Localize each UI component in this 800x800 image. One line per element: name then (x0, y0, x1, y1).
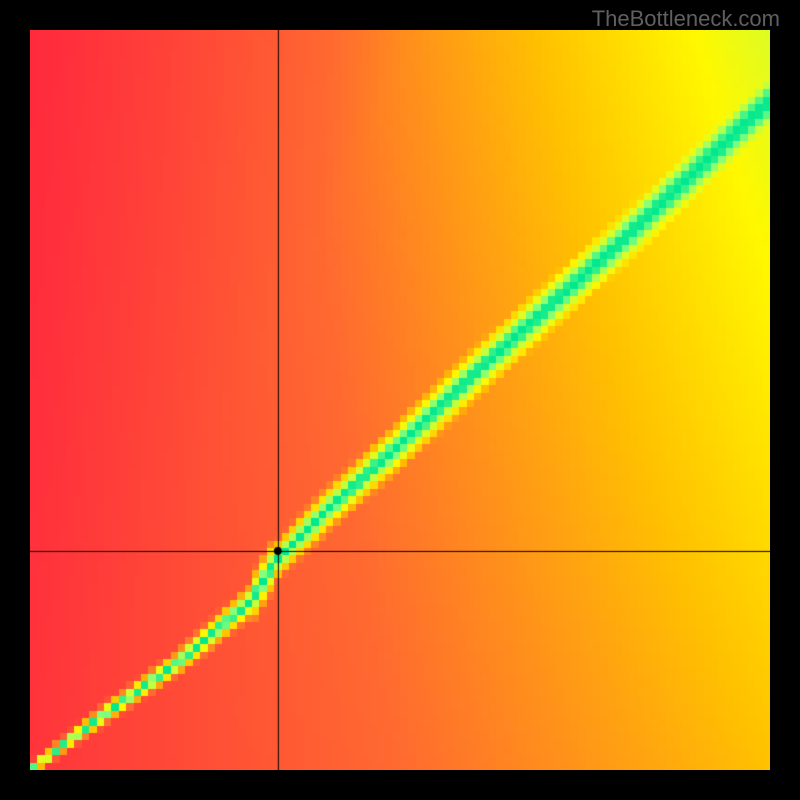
watermark-text: TheBottleneck.com (592, 6, 780, 32)
bottleneck-heatmap (30, 30, 770, 770)
heatmap-canvas (30, 30, 770, 770)
